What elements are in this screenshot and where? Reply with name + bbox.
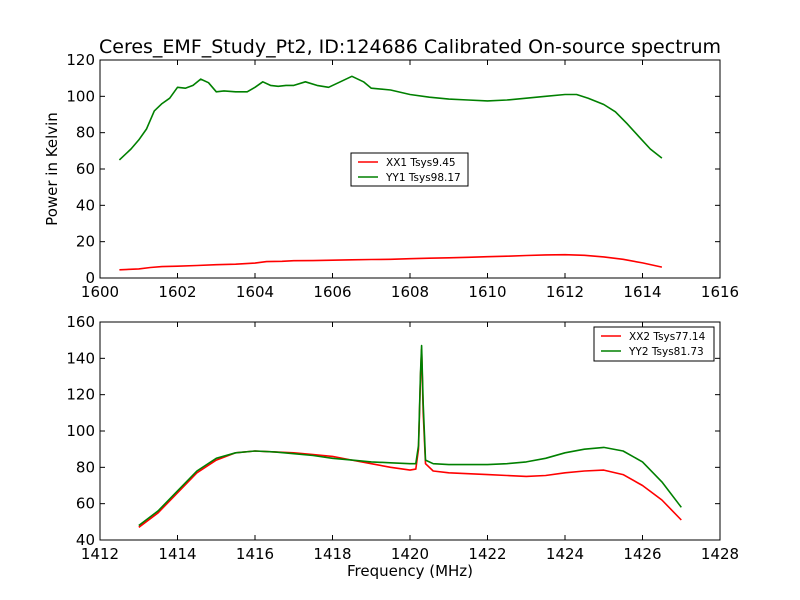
top-panel: 1600 1602 1604 1606 1608 1610 1612 1614 1616 0 20 4… [43, 51, 739, 301]
x-tick-label: 1602 [158, 283, 196, 301]
figure-title: Ceres_EMF_Study_Pt2, ID:124686 Calibrate… [99, 36, 721, 58]
x-tick-label: 1412 [81, 545, 119, 563]
legend: XX2 Tsys77.14 YY2 Tsys81.73 [593, 326, 715, 362]
x-tick-label: 1416 [236, 545, 274, 563]
x-tick-label: 1610 [468, 283, 506, 301]
legend-box [593, 326, 715, 362]
x-tick-label: 1604 [236, 283, 274, 301]
series-line-1-0 [138, 348, 682, 528]
x-tick-label: 1426 [623, 545, 661, 563]
legend-box [350, 152, 469, 187]
y-tick-label: 100 [66, 87, 95, 105]
y-axis-label: Power in Kelvin [43, 112, 61, 226]
y-tick-label: 0 [85, 269, 95, 287]
x-tick-label: 1616 [701, 283, 739, 301]
y-tick-label: 80 [76, 458, 95, 476]
y-tick-label: 60 [76, 495, 95, 513]
y-tick-label: 120 [66, 386, 95, 404]
x-tick-label: 1418 [313, 545, 351, 563]
y-tick-label: 40 [76, 531, 95, 549]
x-tick-label: 1422 [468, 545, 506, 563]
y-tick-label: 140 [66, 349, 95, 367]
x-tick-label: 1414 [158, 545, 196, 563]
legend: XX1 Tsys9.45 YY1 Tsys98.17 [350, 152, 469, 187]
y-tick-label: 60 [76, 160, 95, 178]
legend-label: YY2 Tsys81.73 [628, 346, 704, 358]
bottom-panel: 1412 1414 1416 1418 1420 1422 1424 1426 1428 40 60… [66, 313, 739, 580]
legend-label: XX2 Tsys77.14 [629, 331, 706, 343]
y-tick-label: 160 [66, 313, 95, 331]
x-axis-label: Frequency (MHz) [347, 562, 473, 580]
y-tick-label: 80 [76, 124, 95, 142]
y-tick-label: 40 [76, 196, 95, 214]
series-line-0-1 [118, 75, 663, 161]
legend-label: YY1 Tsys98.17 [385, 172, 461, 184]
x-tick-label: 1420 [391, 545, 429, 563]
legend-label: XX1 Tsys9.45 [386, 157, 456, 169]
series-line-1-1 [138, 344, 682, 527]
series-line-0-0 [119, 253, 663, 271]
y-tick-label: 120 [66, 51, 95, 69]
x-tick-label: 1424 [546, 545, 584, 563]
x-tick-label: 1608 [391, 283, 429, 301]
x-tick-label: 1428 [701, 545, 739, 563]
x-tick-label: 1612 [546, 283, 584, 301]
y-tick-label: 20 [76, 233, 95, 251]
x-tick-label: 1600 [81, 283, 119, 301]
x-tick-label: 1606 [313, 283, 351, 301]
x-tick-label: 1614 [623, 283, 661, 301]
y-tick-label: 100 [66, 422, 95, 440]
